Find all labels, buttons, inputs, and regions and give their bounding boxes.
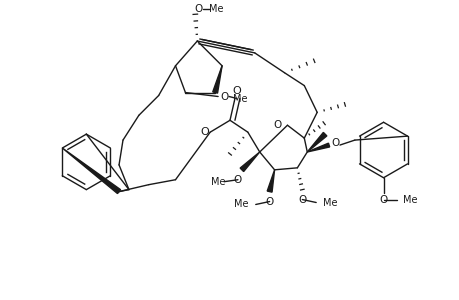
Polygon shape (240, 152, 259, 172)
Text: Me: Me (403, 194, 417, 205)
Text: Me: Me (232, 94, 247, 104)
Text: O: O (330, 138, 338, 148)
Text: Me: Me (210, 177, 225, 187)
Text: O: O (232, 85, 241, 96)
Polygon shape (62, 148, 120, 194)
Text: Me: Me (322, 197, 337, 208)
Text: O: O (265, 196, 273, 206)
Text: O: O (219, 92, 228, 101)
Text: O: O (273, 120, 281, 130)
Text: Me: Me (209, 4, 223, 14)
Text: O: O (233, 175, 241, 185)
Text: O: O (201, 127, 209, 137)
Polygon shape (307, 143, 329, 152)
Text: O: O (194, 4, 202, 14)
Text: O: O (379, 194, 387, 205)
Text: Me: Me (234, 200, 248, 209)
Polygon shape (307, 132, 326, 152)
Polygon shape (267, 170, 274, 192)
Text: O: O (297, 194, 306, 205)
Polygon shape (212, 66, 222, 93)
